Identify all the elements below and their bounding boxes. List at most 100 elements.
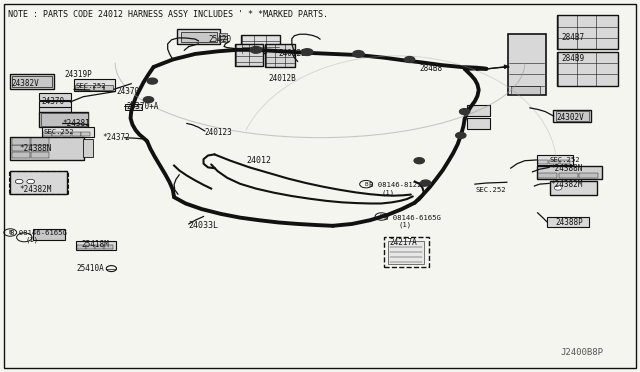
Text: NOTE : PARTS CODE 24012 HARNESS ASSY INCLUDES ' * *MARKED PARTS.: NOTE : PARTS CODE 24012 HARNESS ASSY INC… [8, 10, 328, 19]
Text: B: B [380, 214, 383, 219]
Text: 284B9: 284B9 [562, 54, 585, 63]
FancyBboxPatch shape [31, 152, 49, 158]
FancyBboxPatch shape [556, 111, 589, 121]
FancyBboxPatch shape [74, 79, 115, 91]
Text: 284B8: 284B8 [419, 64, 442, 73]
FancyBboxPatch shape [72, 132, 81, 136]
FancyBboxPatch shape [31, 145, 49, 151]
FancyBboxPatch shape [508, 34, 546, 95]
Text: 24370: 24370 [116, 87, 140, 96]
Text: B: B [8, 230, 12, 235]
FancyBboxPatch shape [84, 85, 93, 90]
Circle shape [353, 51, 364, 57]
Circle shape [404, 57, 415, 62]
Text: 24012B: 24012B [269, 74, 296, 83]
FancyBboxPatch shape [177, 29, 220, 44]
FancyBboxPatch shape [125, 104, 142, 110]
FancyBboxPatch shape [76, 241, 116, 250]
Circle shape [420, 180, 431, 186]
Circle shape [27, 179, 35, 184]
FancyBboxPatch shape [39, 101, 71, 108]
FancyBboxPatch shape [41, 113, 88, 126]
FancyBboxPatch shape [31, 138, 49, 145]
FancyBboxPatch shape [265, 44, 295, 67]
FancyBboxPatch shape [12, 145, 30, 151]
FancyBboxPatch shape [235, 44, 263, 66]
FancyBboxPatch shape [77, 245, 86, 249]
FancyBboxPatch shape [553, 110, 591, 122]
Text: 24217A: 24217A [389, 238, 417, 247]
FancyBboxPatch shape [557, 52, 618, 86]
FancyBboxPatch shape [104, 85, 113, 90]
Bar [9, 171, 68, 194]
FancyBboxPatch shape [537, 166, 602, 179]
Text: 24388P: 24388P [556, 218, 583, 227]
Text: B: B [364, 182, 368, 187]
FancyBboxPatch shape [550, 181, 597, 195]
Text: (1): (1) [381, 189, 395, 196]
FancyBboxPatch shape [39, 112, 88, 127]
Text: 25410A: 25410A [77, 264, 104, 273]
FancyBboxPatch shape [95, 245, 104, 249]
FancyBboxPatch shape [579, 173, 598, 178]
Text: 24302V: 24302V [557, 113, 584, 122]
Circle shape [147, 78, 157, 84]
Text: 284B7: 284B7 [562, 33, 585, 42]
FancyBboxPatch shape [42, 127, 94, 137]
FancyBboxPatch shape [39, 107, 71, 114]
Text: SEC.252: SEC.252 [476, 187, 506, 193]
FancyBboxPatch shape [467, 118, 490, 129]
Text: 24370+A: 24370+A [126, 102, 159, 110]
FancyBboxPatch shape [559, 173, 578, 178]
Text: SEC.252: SEC.252 [44, 129, 74, 135]
Text: SEC.252: SEC.252 [76, 83, 106, 89]
FancyBboxPatch shape [39, 93, 71, 100]
FancyBboxPatch shape [33, 229, 65, 240]
Circle shape [301, 49, 313, 55]
FancyBboxPatch shape [557, 15, 618, 49]
FancyBboxPatch shape [12, 76, 52, 87]
FancyBboxPatch shape [511, 86, 540, 94]
Text: 25420: 25420 [208, 35, 231, 44]
FancyBboxPatch shape [219, 36, 227, 39]
Text: J2400B8P: J2400B8P [561, 348, 604, 357]
Text: *24372: *24372 [102, 133, 130, 142]
Text: (1): (1) [26, 237, 39, 243]
FancyBboxPatch shape [241, 35, 280, 53]
Text: B 08146-81220: B 08146-81220 [369, 182, 426, 188]
Circle shape [456, 132, 466, 138]
FancyBboxPatch shape [81, 132, 90, 136]
Text: SEC.252: SEC.252 [549, 157, 580, 163]
Bar [384, 237, 429, 267]
Text: 24033L: 24033L [189, 221, 219, 230]
Text: *24388N: *24388N [19, 144, 52, 153]
FancyBboxPatch shape [62, 132, 71, 136]
FancyBboxPatch shape [10, 171, 67, 194]
FancyBboxPatch shape [104, 245, 113, 249]
FancyBboxPatch shape [388, 241, 424, 264]
Text: 24012B: 24012B [278, 49, 306, 58]
FancyBboxPatch shape [467, 105, 490, 116]
Text: 24319P: 24319P [64, 70, 92, 79]
FancyBboxPatch shape [43, 132, 52, 136]
FancyBboxPatch shape [12, 152, 30, 158]
Text: 24382V: 24382V [12, 79, 39, 88]
Text: 25418M: 25418M [82, 240, 109, 249]
FancyBboxPatch shape [12, 138, 30, 145]
Text: 24012: 24012 [246, 156, 271, 165]
Text: *24382M: *24382M [19, 185, 52, 194]
Text: *24382M: *24382M [550, 180, 583, 189]
Text: B 08146-6165G: B 08146-6165G [384, 215, 441, 221]
FancyBboxPatch shape [547, 217, 589, 227]
Circle shape [460, 109, 470, 115]
Text: 24370: 24370 [42, 97, 65, 106]
Circle shape [554, 186, 562, 190]
Text: (1): (1) [398, 222, 412, 228]
Circle shape [414, 158, 424, 164]
FancyBboxPatch shape [10, 137, 84, 160]
FancyBboxPatch shape [537, 155, 573, 165]
FancyBboxPatch shape [549, 160, 559, 164]
Text: 240123: 240123 [205, 128, 232, 137]
FancyBboxPatch shape [83, 139, 93, 157]
FancyBboxPatch shape [86, 245, 95, 249]
